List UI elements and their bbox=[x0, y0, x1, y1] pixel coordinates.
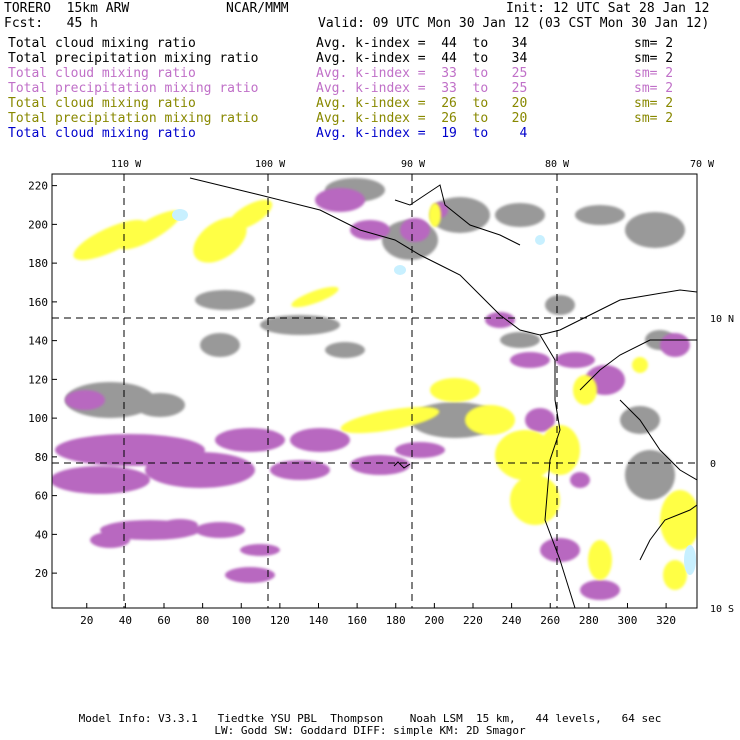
x-tick-label: 240 bbox=[502, 614, 522, 627]
legend-field: Total cloud mixing ratio bbox=[8, 66, 196, 81]
y-tick-label: 80 bbox=[35, 451, 48, 464]
legend-field: Total cloud mixing ratio bbox=[8, 126, 196, 141]
x-tick-label: 260 bbox=[540, 614, 560, 627]
x-tick-label: 140 bbox=[309, 614, 329, 627]
legend-kindex: Avg. k-index = 26 to 20 bbox=[316, 96, 528, 111]
legend-smoothing: sm= 2 bbox=[634, 66, 674, 81]
x-tick-label: 220 bbox=[463, 614, 483, 627]
lon-label-70w: 70 W bbox=[690, 159, 715, 170]
legend-field: Total precipitation mixing ratio bbox=[8, 51, 259, 66]
x-tick-label: 120 bbox=[270, 614, 290, 627]
y-tick-label: 160 bbox=[28, 296, 48, 309]
coastlines bbox=[189, 177, 697, 608]
y-tick-label: 60 bbox=[35, 490, 48, 503]
lat-labels: 10 N 0 10 S bbox=[710, 314, 734, 615]
lon-label-100w: 100 W bbox=[255, 159, 286, 170]
legend-field: Total cloud mixing ratio bbox=[8, 96, 196, 111]
y-tick-label: 140 bbox=[28, 335, 48, 348]
legend-kindex: Avg. k-index = 33 to 25 bbox=[316, 81, 528, 96]
axis-ticks: 220 200 180 160 140 120 100 80 60 40 20 20 40 60 80 100… bbox=[28, 180, 676, 627]
y-tick-label: 200 bbox=[28, 218, 48, 231]
x-tick-label: 160 bbox=[347, 614, 367, 627]
x-tick-label: 320 bbox=[656, 614, 676, 627]
legend-smoothing: sm= 2 bbox=[634, 96, 674, 111]
lon-labels: 110 W 100 W 90 W 80 W 70 W bbox=[111, 159, 715, 170]
center-title: NCAR/MMM bbox=[226, 1, 289, 16]
legend-smoothing: sm= 2 bbox=[634, 111, 674, 126]
map-figure: 220 200 180 160 140 120 100 80 60 40 20 20 40 60 80 100… bbox=[28, 159, 734, 627]
model-info-line2: LW: Godd SW: Goddard DIFF: simple KM: 2D… bbox=[214, 724, 526, 737]
y-tick-label: 120 bbox=[28, 373, 48, 386]
y-tick-label: 100 bbox=[28, 412, 48, 425]
x-tick-label: 280 bbox=[579, 614, 599, 627]
legend-field: Total cloud mixing ratio bbox=[8, 36, 196, 51]
y-tick-label: 220 bbox=[28, 180, 48, 193]
cloud-field bbox=[52, 174, 697, 608]
lat-label-10s: 10 S bbox=[710, 604, 734, 615]
y-tick-label: 180 bbox=[28, 257, 48, 270]
legend-kindex: Avg. k-index = 19 to 4 bbox=[316, 126, 528, 141]
x-tick-label: 200 bbox=[424, 614, 444, 627]
legend-kindex: Avg. k-index = 44 to 34 bbox=[316, 36, 528, 51]
lat-lon-grid bbox=[52, 174, 697, 608]
legend-kindex: Avg. k-index = 33 to 25 bbox=[316, 66, 528, 81]
y-tick-label: 40 bbox=[35, 528, 48, 541]
x-tick-label: 180 bbox=[386, 614, 406, 627]
lat-label-0: 0 bbox=[710, 459, 716, 470]
x-tick-label: 20 bbox=[80, 614, 93, 627]
lon-label-110w: 110 W bbox=[111, 159, 142, 170]
map-frame bbox=[51, 173, 698, 609]
x-tick-label: 300 bbox=[618, 614, 638, 627]
x-tick-label: 100 bbox=[231, 614, 251, 627]
init-time: Init: 12 UTC Sat 28 Jan 12 bbox=[506, 1, 710, 16]
lightblue-cloud-areas bbox=[172, 209, 696, 575]
lon-label-90w: 90 W bbox=[401, 159, 426, 170]
legend-smoothing: sm= 2 bbox=[634, 36, 674, 51]
legend-smoothing: sm= 2 bbox=[634, 51, 674, 66]
purple-cloud-areas bbox=[52, 188, 690, 600]
legend-field: Total precipitation mixing ratio bbox=[8, 111, 259, 126]
x-tick-label: 40 bbox=[119, 614, 132, 627]
y-tick-label: 20 bbox=[35, 567, 48, 580]
x-tick-label: 80 bbox=[196, 614, 209, 627]
legend-kindex: Avg. k-index = 26 to 20 bbox=[316, 111, 528, 126]
valid-time: Valid: 09 UTC Mon 30 Jan 12 (03 CST Mon … bbox=[318, 16, 710, 31]
legend-smoothing: sm= 2 bbox=[634, 81, 674, 96]
lon-label-80w: 80 W bbox=[545, 159, 570, 170]
legend-kindex: Avg. k-index = 44 to 34 bbox=[316, 51, 528, 66]
legend-field: Total precipitation mixing ratio bbox=[8, 81, 259, 96]
model-title: TORERO 15km ARW bbox=[4, 1, 130, 16]
x-tick-label: 60 bbox=[157, 614, 170, 627]
forecast-hour: Fcst: 45 h bbox=[4, 16, 98, 31]
lat-label-10n: 10 N bbox=[710, 314, 734, 325]
model-info-line1: Model Info: V3.3.1 Tiedtke YSU PBL Thomp… bbox=[78, 712, 662, 725]
